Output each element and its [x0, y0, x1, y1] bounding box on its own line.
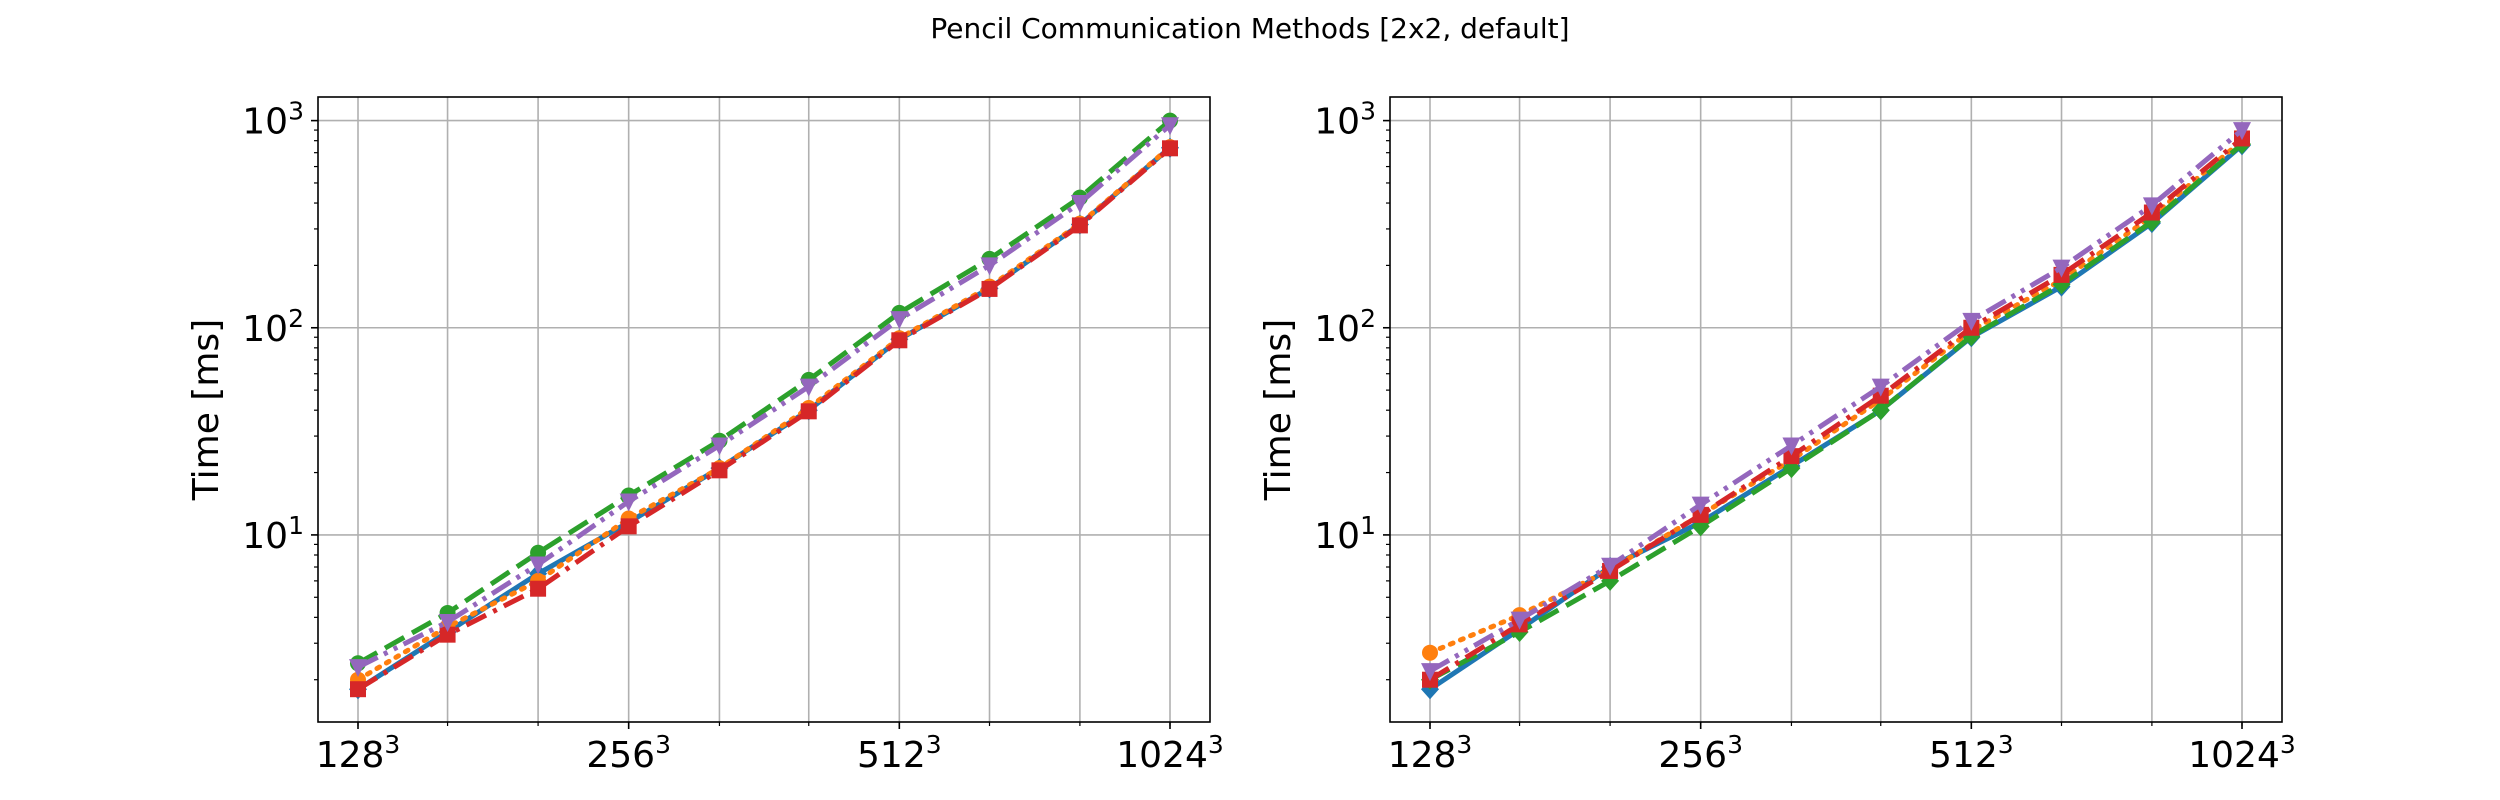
data-point: [799, 378, 818, 397]
data-point: [350, 681, 366, 698]
data-point: [529, 556, 548, 575]
data-point: [438, 613, 457, 632]
data-point: [800, 403, 817, 420]
series-line: [356, 123, 1172, 670]
x-tick-label: 10243: [1116, 730, 1224, 776]
x-tick-label: 1283: [316, 730, 401, 776]
x-tick-label: 5123: [857, 730, 942, 776]
y-tick-label: 101: [242, 511, 304, 557]
series-2: [350, 112, 1178, 672]
axes-frame: [317, 96, 1211, 723]
data-point: [439, 626, 456, 643]
data-point: [1161, 117, 1179, 136]
series-line: [356, 118, 1172, 666]
ticks: [311, 119, 1171, 729]
x-tick-label: 2563: [586, 730, 671, 776]
data-point: [890, 311, 909, 330]
data-point: [711, 462, 728, 479]
series-3: [350, 140, 1178, 698]
y-axis-label: Time [ms]: [186, 319, 227, 501]
y-tick-label: 102: [242, 304, 304, 350]
series-4: [349, 117, 1179, 678]
data-point: [620, 518, 637, 535]
data-point: [1071, 217, 1088, 234]
data-point: [891, 332, 908, 349]
y-tick-label: 103: [242, 97, 304, 143]
data-point: [1162, 140, 1178, 157]
series-line: [356, 146, 1172, 692]
data-point: [981, 280, 998, 297]
data-point: [349, 659, 367, 678]
data-point: [619, 493, 638, 512]
data-point: [980, 257, 999, 276]
data-point: [1070, 195, 1089, 214]
data-point: [530, 580, 547, 597]
figure-title: Pencil Communication Methods [2x2, defau…: [930, 12, 1570, 45]
data-point: [710, 437, 729, 456]
